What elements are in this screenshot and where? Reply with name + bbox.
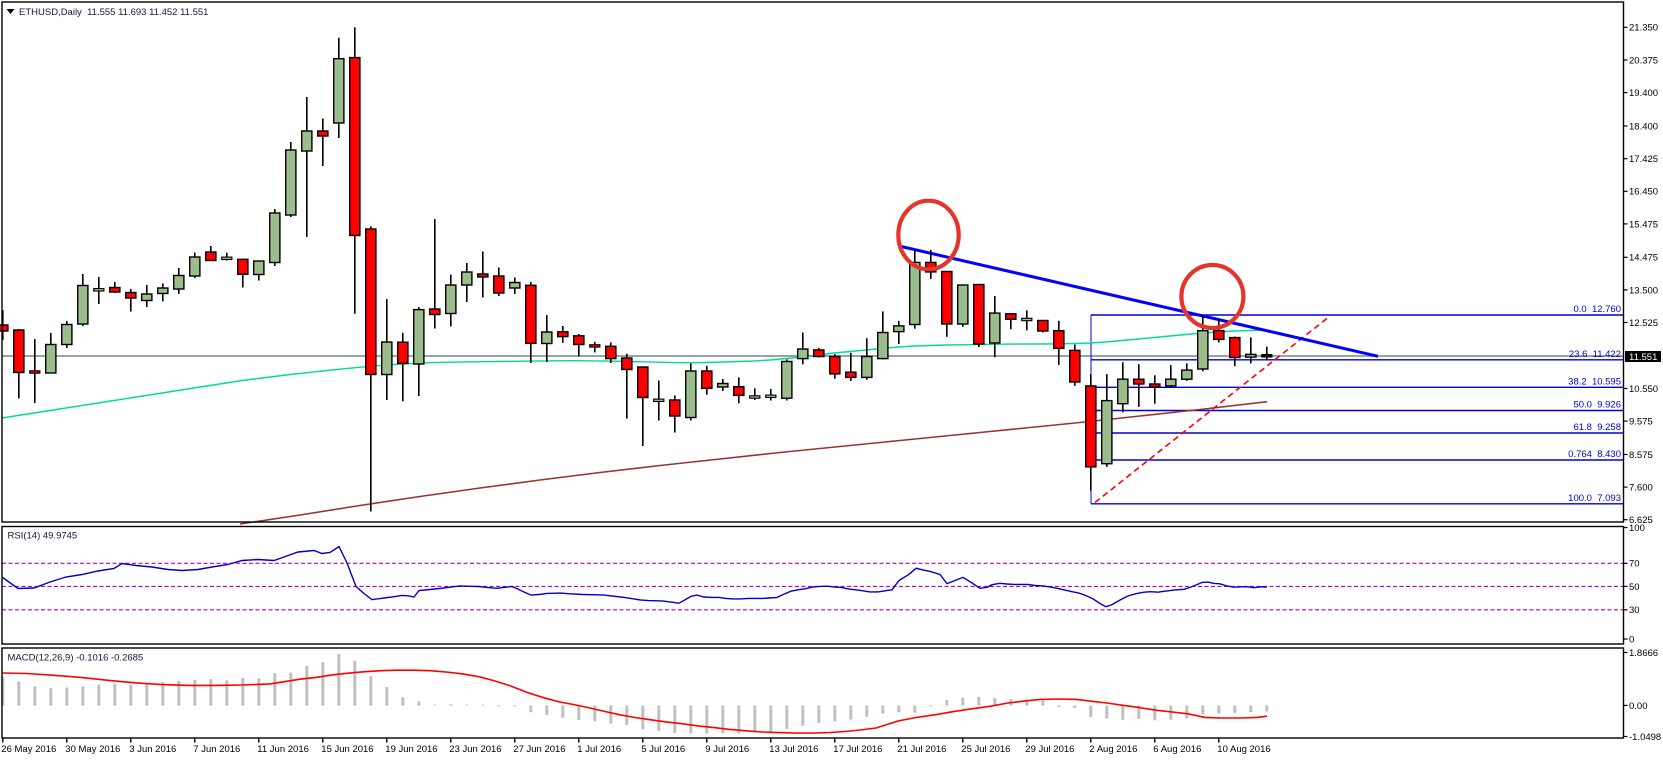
svg-text:17 Jul 2016: 17 Jul 2016: [833, 744, 882, 755]
svg-text:20.375: 20.375: [1629, 55, 1658, 66]
svg-text:29 Jul 2016: 29 Jul 2016: [1025, 744, 1074, 755]
svg-text:0.0 12.760: 0.0 12.760: [1573, 304, 1621, 315]
svg-text:10.550: 10.550: [1629, 384, 1658, 395]
svg-text:21.350: 21.350: [1629, 23, 1658, 34]
svg-text:-1.0498: -1.0498: [1629, 732, 1661, 743]
svg-text:13.500: 13.500: [1629, 285, 1658, 296]
svg-text:11.551: 11.551: [1629, 352, 1657, 363]
svg-text:1.8666: 1.8666: [1629, 648, 1658, 659]
svg-text:0.00: 0.00: [1629, 701, 1648, 712]
svg-text:7 Jun 2016: 7 Jun 2016: [193, 744, 240, 755]
svg-text:13 Jul 2016: 13 Jul 2016: [769, 744, 818, 755]
svg-text:1 Jul 2016: 1 Jul 2016: [577, 744, 621, 755]
svg-text:61.8 9.258: 61.8 9.258: [1573, 422, 1621, 433]
svg-text:2 Aug 2016: 2 Aug 2016: [1089, 744, 1137, 755]
svg-text:17.425: 17.425: [1629, 154, 1658, 165]
svg-text:38.2 10.595: 38.2 10.595: [1568, 376, 1621, 387]
svg-text:ETHUSD,Daily 11.555 11.693 11: ETHUSD,Daily 11.555 11.693 11.452 11.551: [19, 7, 208, 18]
svg-text:19.400: 19.400: [1629, 88, 1658, 99]
svg-text:30 May 2016: 30 May 2016: [65, 744, 120, 755]
svg-text:50: 50: [1629, 582, 1640, 593]
svg-text:3 Jun 2016: 3 Jun 2016: [129, 744, 176, 755]
svg-text:16.450: 16.450: [1629, 187, 1658, 198]
svg-text:8.575: 8.575: [1629, 450, 1653, 461]
svg-text:25 Jul 2016: 25 Jul 2016: [961, 744, 1010, 755]
svg-text:5 Jul 2016: 5 Jul 2016: [641, 744, 685, 755]
svg-text:9.575: 9.575: [1629, 417, 1653, 428]
svg-text:70: 70: [1629, 559, 1640, 570]
svg-text:100.0 7.093: 100.0 7.093: [1568, 493, 1621, 504]
svg-text:14.475: 14.475: [1629, 253, 1658, 264]
svg-text:27 Jun 2016: 27 Jun 2016: [513, 744, 565, 755]
svg-text:7.600: 7.600: [1629, 483, 1653, 494]
svg-text:MACD(12,26,9) -0.1016 -0.2685: MACD(12,26,9) -0.1016 -0.2685: [8, 653, 144, 664]
svg-text:26 May 2016: 26 May 2016: [1, 744, 56, 755]
svg-text:18.400: 18.400: [1629, 121, 1658, 132]
svg-text:6.625: 6.625: [1629, 515, 1653, 526]
svg-text:30: 30: [1629, 605, 1640, 616]
svg-text:23 Jun 2016: 23 Jun 2016: [449, 744, 501, 755]
svg-text:12.525: 12.525: [1629, 318, 1658, 329]
svg-text:6 Aug 2016: 6 Aug 2016: [1153, 744, 1201, 755]
svg-text:RSI(14) 49.9745: RSI(14) 49.9745: [8, 530, 78, 541]
svg-text:23.6 11.422: 23.6 11.422: [1569, 349, 1621, 360]
svg-text:10 Aug 2016: 10 Aug 2016: [1217, 744, 1270, 755]
svg-text:0: 0: [1629, 634, 1634, 645]
svg-text:19 Jun 2016: 19 Jun 2016: [385, 744, 437, 755]
svg-text:11 Jun 2016: 11 Jun 2016: [257, 744, 309, 755]
svg-text:15 Jun 2016: 15 Jun 2016: [321, 744, 373, 755]
svg-text:9 Jul 2016: 9 Jul 2016: [705, 744, 749, 755]
svg-text:100: 100: [1629, 523, 1645, 534]
svg-text:21 Jul 2016: 21 Jul 2016: [897, 744, 946, 755]
svg-text:15.475: 15.475: [1629, 219, 1658, 230]
svg-text:50.0 9.926: 50.0 9.926: [1573, 400, 1621, 411]
svg-text:0.764 8.430: 0.764 8.430: [1568, 449, 1621, 460]
